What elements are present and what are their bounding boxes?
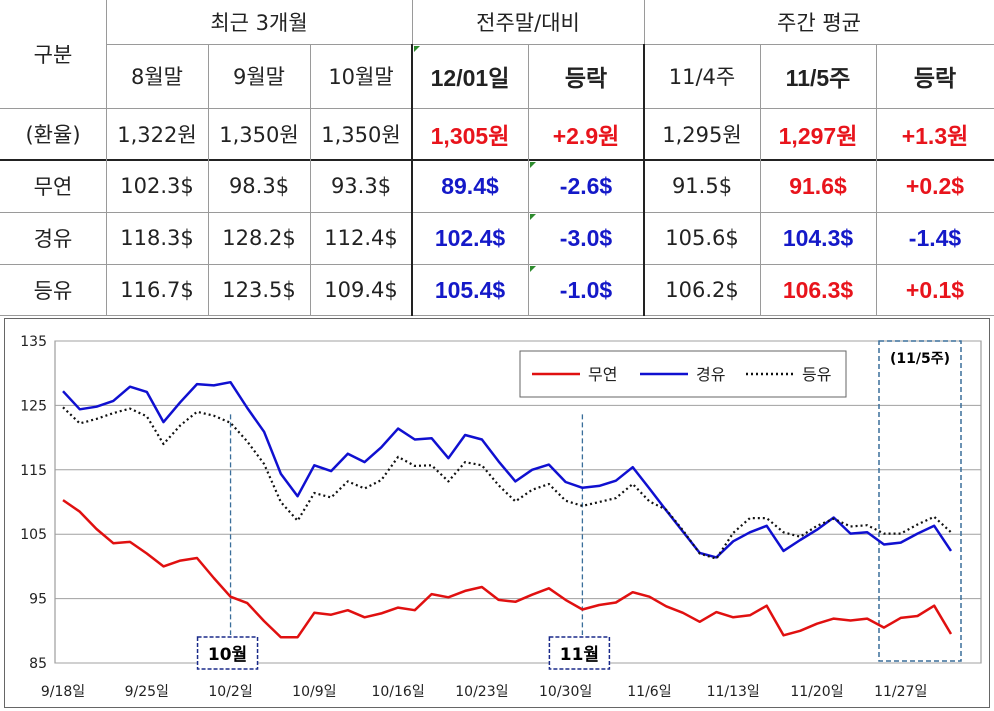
table-cell: +0.1$ <box>905 276 965 303</box>
month-label-box <box>548 636 611 670</box>
table-cell: 1,350원 <box>321 123 401 147</box>
week-highlight-label: (11/5주) <box>890 351 950 367</box>
table-cell: 106.3$ <box>782 276 854 303</box>
table-cell: 109.4$ <box>324 278 398 302</box>
col-header-3: 10월말 <box>328 65 394 89</box>
col-header-7: 11/5주 <box>785 65 851 91</box>
y-tick-label: 105 <box>20 527 47 543</box>
month-label: 11월 <box>560 645 599 665</box>
row-label-2: 경유 <box>33 227 73 251</box>
table-gridline <box>876 44 877 316</box>
x-tick-label: 11/6일 <box>627 684 671 700</box>
table-gridline <box>0 159 994 161</box>
table-gridline <box>0 212 994 213</box>
table-cell: 102.3$ <box>120 174 194 198</box>
legend-label: 등유 <box>802 365 831 384</box>
price-trend-chart: 85 95 105 115 125 135 9/18일 9/25일 10/2일 10/9일 10/1… <box>4 318 990 708</box>
table-cell: -2.6$ <box>559 172 613 199</box>
cell-comment-marker <box>530 162 536 168</box>
table-cell: -1.0$ <box>559 276 613 303</box>
group-header-weekly-avg: 주간 평균 <box>777 11 861 35</box>
table-gridline <box>0 315 994 316</box>
table-cell: 105.4$ <box>434 276 506 303</box>
table-cell: 98.3$ <box>228 174 290 198</box>
col-header-1: 8월말 <box>130 65 183 89</box>
table-gridline <box>0 108 994 109</box>
month-label: 10월 <box>208 645 247 665</box>
table-cell: 89.4$ <box>441 172 499 199</box>
x-tick-label: 10/16일 <box>371 684 424 700</box>
y-tick-label: 95 <box>29 592 47 608</box>
table-cell: 102.4$ <box>434 224 506 251</box>
table-gridline <box>208 44 209 316</box>
table-cell: 91.6$ <box>789 172 847 199</box>
x-tick-label: 10/9일 <box>292 684 336 700</box>
table-gridline <box>760 44 761 316</box>
x-tick-label: 11/27일 <box>874 684 927 700</box>
series-line-무연 <box>62 499 953 639</box>
table-cell: -1.4$ <box>908 224 962 251</box>
col-header-2: 9월말 <box>232 65 285 89</box>
col-header-5: 등락 <box>564 65 608 91</box>
y-tick-label: 85 <box>29 656 47 672</box>
legend-label: 경유 <box>696 365 725 384</box>
table-cell: 118.3$ <box>120 226 194 250</box>
row-label-1: 무연 <box>33 175 73 199</box>
table-cell: 1,322원 <box>117 123 197 147</box>
table-cell: 1,297원 <box>778 123 858 149</box>
y-tick-label: 115 <box>20 463 47 479</box>
x-tick-label: 11/13일 <box>707 684 760 700</box>
group-header-prev-week: 전주말/대비 <box>476 11 580 35</box>
table-cell: 123.5$ <box>222 278 296 302</box>
table-cell: 128.2$ <box>222 226 296 250</box>
cell-comment-marker <box>414 46 420 52</box>
table-cell: 105.6$ <box>665 226 739 250</box>
group-header-recent: 최근 3개월 <box>210 11 308 35</box>
table-cell: 104.3$ <box>782 224 854 251</box>
cell-comment-marker <box>530 266 536 272</box>
table-cell: 93.3$ <box>330 174 392 198</box>
table-gridline <box>106 0 107 316</box>
legend-label: 무연 <box>588 365 617 384</box>
row-label-0: (환율) <box>25 123 81 147</box>
x-tick-label: 11/20일 <box>790 684 843 700</box>
table-gridline <box>0 264 994 265</box>
cell-comment-marker <box>530 214 536 220</box>
table-cell: 112.4$ <box>324 226 398 250</box>
table-cell: 1,350원 <box>219 123 299 147</box>
table-gridline <box>310 44 311 316</box>
col-header-4: 12/01일 <box>430 65 510 91</box>
row-label-3: 등유 <box>33 279 73 303</box>
table-cell: +2.9원 <box>552 123 620 149</box>
x-tick-label: 10/2일 <box>208 684 252 700</box>
table-cell: +0.2$ <box>905 172 965 199</box>
x-tick-label: 9/18일 <box>41 684 85 700</box>
table-cell: 1,305원 <box>430 123 510 149</box>
table-gridline <box>411 44 413 316</box>
series-line-등유 <box>62 406 952 560</box>
x-tick-label: 10/23일 <box>455 684 508 700</box>
chart-canvas: 85 95 105 115 125 135 9/18일 9/25일 10/2일 10/9일 10/1… <box>20 334 982 700</box>
table-gridline <box>528 44 529 316</box>
table-cell: 116.7$ <box>120 278 194 302</box>
series-line-경유 <box>62 380 953 559</box>
col-header-category: 구분 <box>33 43 73 67</box>
y-tick-label: 135 <box>20 334 47 350</box>
col-header-8: 등락 <box>913 65 957 91</box>
table-cell: 1,295원 <box>662 123 742 147</box>
x-tick-label: 9/25일 <box>125 684 169 700</box>
table-cell: 91.5$ <box>671 174 733 198</box>
y-tick-label: 125 <box>20 398 47 414</box>
month-label-box <box>196 636 259 670</box>
week-highlight-box <box>878 340 962 662</box>
table-gridline <box>106 44 994 45</box>
table-cell: -3.0$ <box>559 224 613 251</box>
table-gridline <box>643 44 645 316</box>
x-tick-label: 10/30일 <box>539 684 592 700</box>
table-cell: 106.2$ <box>665 278 739 302</box>
table-cell: +1.3원 <box>901 123 969 149</box>
col-header-6: 11/4주 <box>668 65 736 89</box>
